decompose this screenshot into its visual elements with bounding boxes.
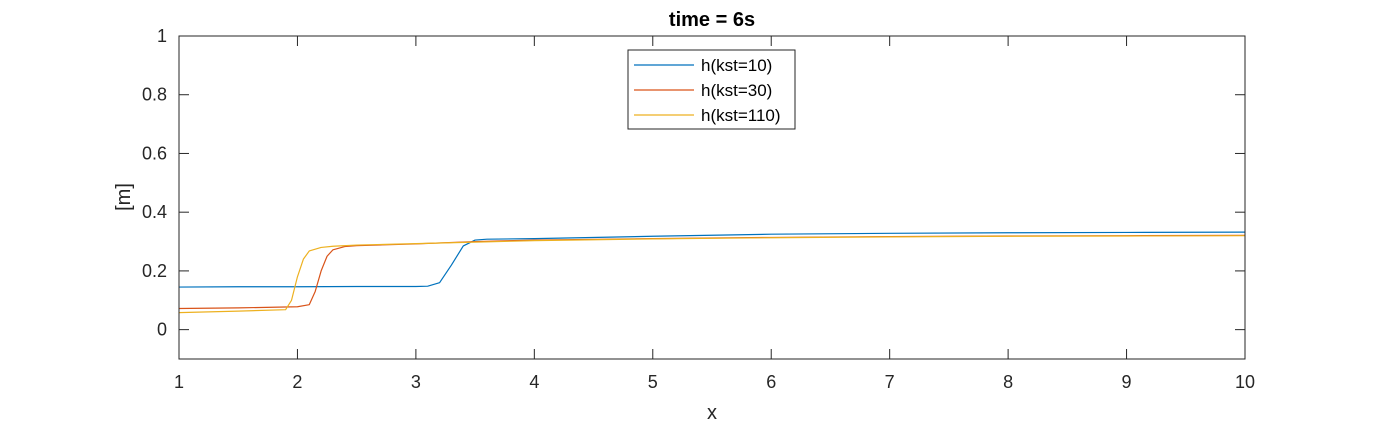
series-line-3: [178, 235, 1246, 314]
series-layer: [178, 231, 1246, 314]
y-axis-label: [m]: [113, 183, 135, 211]
x-tick-label: 4: [529, 372, 539, 392]
y-tick-label: 0.4: [142, 202, 167, 222]
y-tick-label: 0.8: [142, 85, 167, 105]
y-tick-label: 0.6: [142, 143, 167, 163]
series-line-1: [178, 231, 1246, 288]
legend-label-1: h(kst=10): [701, 56, 772, 75]
chart-title: time = 6s: [669, 9, 755, 31]
x-tick-label: 10: [1235, 372, 1255, 392]
x-tick-label: 7: [885, 372, 895, 392]
x-tick-label: 2: [292, 372, 302, 392]
plot-frame: [178, 35, 1246, 360]
x-tick-label: 9: [1122, 372, 1132, 392]
x-axis-label: x: [707, 402, 717, 424]
x-tick-label: 3: [411, 372, 421, 392]
y-tick-label: 0: [157, 320, 167, 340]
y-tick-label: 0.2: [142, 261, 167, 281]
legend-label-2: h(kst=30): [701, 81, 772, 100]
x-tick-label: 6: [766, 372, 776, 392]
x-tick-label: 5: [648, 372, 658, 392]
ticks-layer: [178, 35, 1246, 359]
axes-layer: [178, 35, 1246, 360]
legend-label-3: h(kst=110): [701, 106, 781, 125]
tick-labels-layer: 1 2 3 4 5 6 7 8 9 10 0 0.2 0.4 0.6 0.8 1: [142, 26, 1255, 392]
y-tick-label: 1: [157, 26, 167, 46]
x-tick-label: 1: [174, 372, 184, 392]
x-tick-label: 8: [1003, 372, 1013, 392]
legend: h(kst=10) h(kst=30) h(kst=110): [627, 49, 796, 130]
